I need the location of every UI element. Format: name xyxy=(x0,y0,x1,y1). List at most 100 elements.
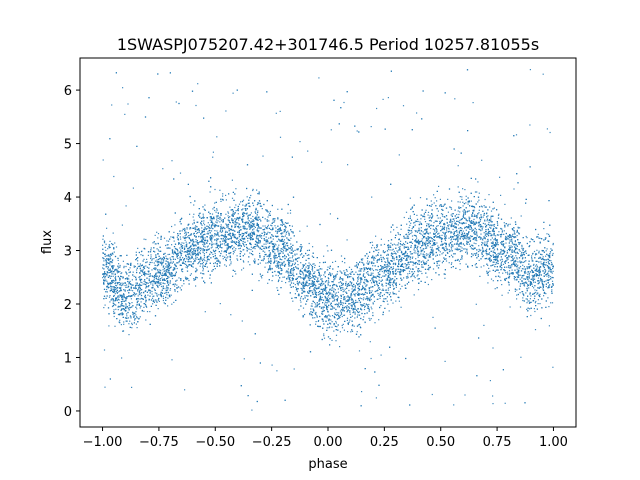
data-point xyxy=(214,209,216,212)
data-point xyxy=(260,259,263,261)
data-point xyxy=(257,231,259,233)
data-point xyxy=(296,280,298,282)
data-point xyxy=(306,254,308,256)
data-point xyxy=(542,73,544,75)
data-point xyxy=(173,231,175,233)
data-point xyxy=(422,216,424,218)
data-point xyxy=(531,271,533,274)
data-point xyxy=(357,324,360,326)
data-point xyxy=(299,276,301,278)
data-point xyxy=(368,288,370,290)
data-point xyxy=(418,251,420,253)
data-point xyxy=(339,278,341,280)
data-point xyxy=(267,282,269,284)
data-point xyxy=(113,312,115,315)
data-point xyxy=(509,223,511,225)
data-point xyxy=(108,296,111,298)
data-point xyxy=(140,297,142,299)
data-point xyxy=(167,262,170,264)
data-point xyxy=(335,284,337,286)
data-point xyxy=(473,218,475,220)
data-point xyxy=(427,211,430,213)
data-point xyxy=(395,272,397,274)
data-point xyxy=(386,296,388,298)
data-point xyxy=(421,272,423,275)
data-point xyxy=(397,251,399,253)
data-point xyxy=(193,219,195,221)
data-point xyxy=(506,250,508,252)
data-point xyxy=(236,258,238,260)
data-point xyxy=(383,243,386,245)
data-point xyxy=(426,261,428,263)
data-point xyxy=(350,276,352,278)
data-point xyxy=(208,249,210,251)
data-point xyxy=(549,270,551,272)
data-point xyxy=(471,230,473,232)
data-point xyxy=(517,276,519,278)
data-point xyxy=(377,292,379,295)
data-point xyxy=(193,204,195,206)
data-point xyxy=(547,270,550,272)
data-point xyxy=(334,275,336,277)
data-point xyxy=(289,274,291,277)
data-point xyxy=(272,246,274,249)
data-point xyxy=(103,307,105,309)
data-point xyxy=(488,194,490,196)
data-point xyxy=(349,273,351,275)
data-point xyxy=(396,258,398,261)
data-point xyxy=(448,227,450,229)
data-point xyxy=(371,268,373,270)
data-point xyxy=(232,241,234,243)
data-point xyxy=(195,244,197,246)
data-point xyxy=(160,285,163,288)
data-point xyxy=(455,223,457,225)
data-point xyxy=(357,276,360,278)
data-point xyxy=(408,267,410,269)
data-point xyxy=(344,306,347,308)
data-point xyxy=(357,274,359,276)
data-point xyxy=(507,292,509,294)
data-point xyxy=(417,289,420,291)
data-point xyxy=(416,247,419,249)
data-point xyxy=(225,254,227,256)
data-point xyxy=(284,241,286,243)
data-point xyxy=(119,319,121,321)
data-point xyxy=(511,250,513,252)
data-point xyxy=(369,341,371,343)
data-point xyxy=(359,293,361,295)
data-point xyxy=(551,280,554,282)
data-point xyxy=(281,224,283,227)
data-point xyxy=(331,315,334,317)
data-point xyxy=(252,219,254,221)
data-point xyxy=(543,292,545,294)
data-point xyxy=(518,242,520,244)
data-point xyxy=(526,308,528,310)
data-point xyxy=(376,107,378,110)
data-point xyxy=(341,302,343,304)
data-point xyxy=(127,103,129,105)
data-point xyxy=(386,282,388,285)
data-point xyxy=(252,204,255,207)
data-point xyxy=(439,251,441,253)
data-point xyxy=(226,238,229,240)
data-point xyxy=(313,282,315,284)
data-point xyxy=(478,225,480,227)
data-point xyxy=(162,295,164,297)
data-point xyxy=(305,263,307,265)
data-point xyxy=(296,267,298,269)
data-point xyxy=(226,226,228,228)
data-point xyxy=(420,227,422,229)
data-point xyxy=(328,294,330,296)
data-point xyxy=(313,263,315,265)
data-point xyxy=(118,299,120,301)
data-point xyxy=(380,305,382,307)
data-point xyxy=(433,253,435,255)
data-point xyxy=(443,222,446,225)
data-point xyxy=(319,274,321,276)
data-point xyxy=(274,253,276,255)
data-point xyxy=(300,301,302,303)
data-point xyxy=(109,246,111,248)
data-point xyxy=(491,221,493,223)
data-point xyxy=(256,219,258,221)
